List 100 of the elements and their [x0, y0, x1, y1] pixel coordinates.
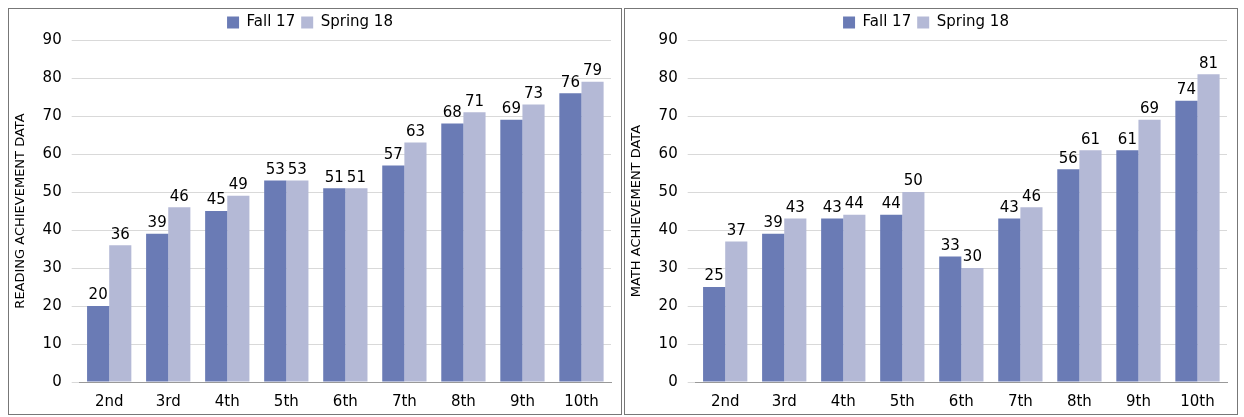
y-axis-title: READING ACHIEVEMENT DATA [12, 113, 28, 309]
bar [939, 256, 962, 382]
bar [345, 188, 368, 382]
bar [205, 211, 228, 382]
x-tick-label: 9th [509, 391, 535, 410]
legend-label: Fall 17 [862, 12, 912, 31]
data-label: 44 [844, 194, 864, 213]
data-label: 43 [822, 197, 842, 216]
bar [1175, 100, 1198, 382]
bar [463, 112, 486, 382]
bar [227, 195, 250, 382]
legend-label: Spring 18 [320, 12, 393, 31]
data-label: 49 [228, 175, 248, 194]
y-tick-label: 80 [658, 67, 678, 86]
data-label: 51 [346, 167, 366, 186]
data-label: 44 [881, 194, 901, 213]
x-tick-label: 4th [214, 391, 240, 410]
data-label: 69 [501, 99, 521, 118]
x-tick-label: 2nd [710, 391, 740, 410]
bar [559, 93, 582, 382]
bar [146, 233, 169, 382]
y-tick-label: 40 [42, 219, 62, 238]
data-label: 25 [704, 266, 724, 285]
bar [109, 245, 132, 382]
data-label: 57 [383, 144, 403, 163]
x-tick-label: 3rd [155, 391, 181, 410]
x-tick-label: 10th [1180, 391, 1215, 410]
bar [581, 81, 604, 382]
x-tick-label: 8th [450, 391, 476, 410]
bar [784, 218, 807, 382]
bar [880, 214, 903, 382]
y-tick-label: 70 [42, 105, 62, 124]
y-tick-label: 50 [42, 181, 62, 200]
y-tick-label: 20 [42, 295, 62, 314]
data-label: 39 [147, 213, 167, 232]
data-label: 76 [560, 72, 580, 91]
bar [264, 180, 287, 382]
bar [522, 104, 545, 382]
data-label: 53 [265, 159, 285, 178]
bar [500, 119, 523, 382]
y-tick-label: 30 [42, 257, 62, 276]
data-label: 56 [1058, 148, 1078, 167]
data-label: 36 [110, 224, 130, 243]
x-tick-label: 10th [564, 391, 599, 410]
x-tick-label: 6th [948, 391, 974, 410]
x-tick-label: 9th [1125, 391, 1151, 410]
data-label: 61 [1117, 129, 1137, 148]
x-tick-label: 7th [391, 391, 417, 410]
data-label: 61 [1080, 129, 1101, 148]
bar [1116, 150, 1139, 382]
y-tick-label: 20 [658, 295, 678, 314]
data-label: 79 [583, 61, 603, 80]
data-label: 71 [464, 91, 485, 110]
data-label: 43 [785, 197, 805, 216]
bar [323, 188, 346, 382]
bar [703, 287, 726, 382]
y-tick-label: 50 [658, 181, 678, 200]
legend-label: Fall 17 [246, 12, 296, 31]
bar [902, 192, 925, 382]
data-label: 30 [962, 247, 982, 266]
y-tick-label: 40 [658, 219, 678, 238]
bar [821, 218, 844, 382]
y-tick-label: 60 [42, 143, 62, 162]
x-tick-label: 6th [332, 391, 358, 410]
y-tick-label: 90 [42, 29, 62, 48]
y-tick-label: 60 [658, 143, 678, 162]
bar [762, 233, 785, 382]
x-tick-label: 5th [273, 391, 299, 410]
data-label: 68 [442, 102, 462, 121]
bar [168, 207, 191, 382]
x-tick-label: 3rd [771, 391, 797, 410]
data-label: 20 [88, 285, 108, 304]
bar [961, 268, 984, 382]
bar [382, 165, 405, 382]
data-label: 53 [287, 159, 307, 178]
data-label: 39 [763, 213, 783, 232]
bar [1138, 119, 1161, 382]
data-label: 51 [324, 167, 344, 186]
bar [286, 180, 309, 382]
y-tick-label: 70 [658, 105, 678, 124]
data-label: 46 [169, 186, 189, 205]
y-tick-label: 80 [42, 67, 62, 86]
x-tick-label: 5th [889, 391, 915, 410]
bar [1057, 169, 1080, 382]
bar [441, 123, 464, 382]
data-label: 33 [940, 235, 960, 254]
data-label: 37 [726, 220, 746, 239]
data-label: 43 [999, 197, 1019, 216]
bar [1197, 74, 1220, 382]
x-tick-label: 7th [1007, 391, 1033, 410]
data-label: 50 [903, 171, 923, 190]
y-axis-title: MATH ACHIEVEMENT DATA [628, 124, 644, 298]
bar [998, 218, 1021, 382]
bar [725, 241, 748, 382]
data-label: 63 [405, 121, 425, 140]
y-tick-label: 10 [42, 333, 62, 352]
data-label: 81 [1199, 53, 1219, 72]
bar [87, 306, 110, 382]
legend-label: Spring 18 [936, 12, 1009, 31]
bar [1020, 207, 1043, 382]
